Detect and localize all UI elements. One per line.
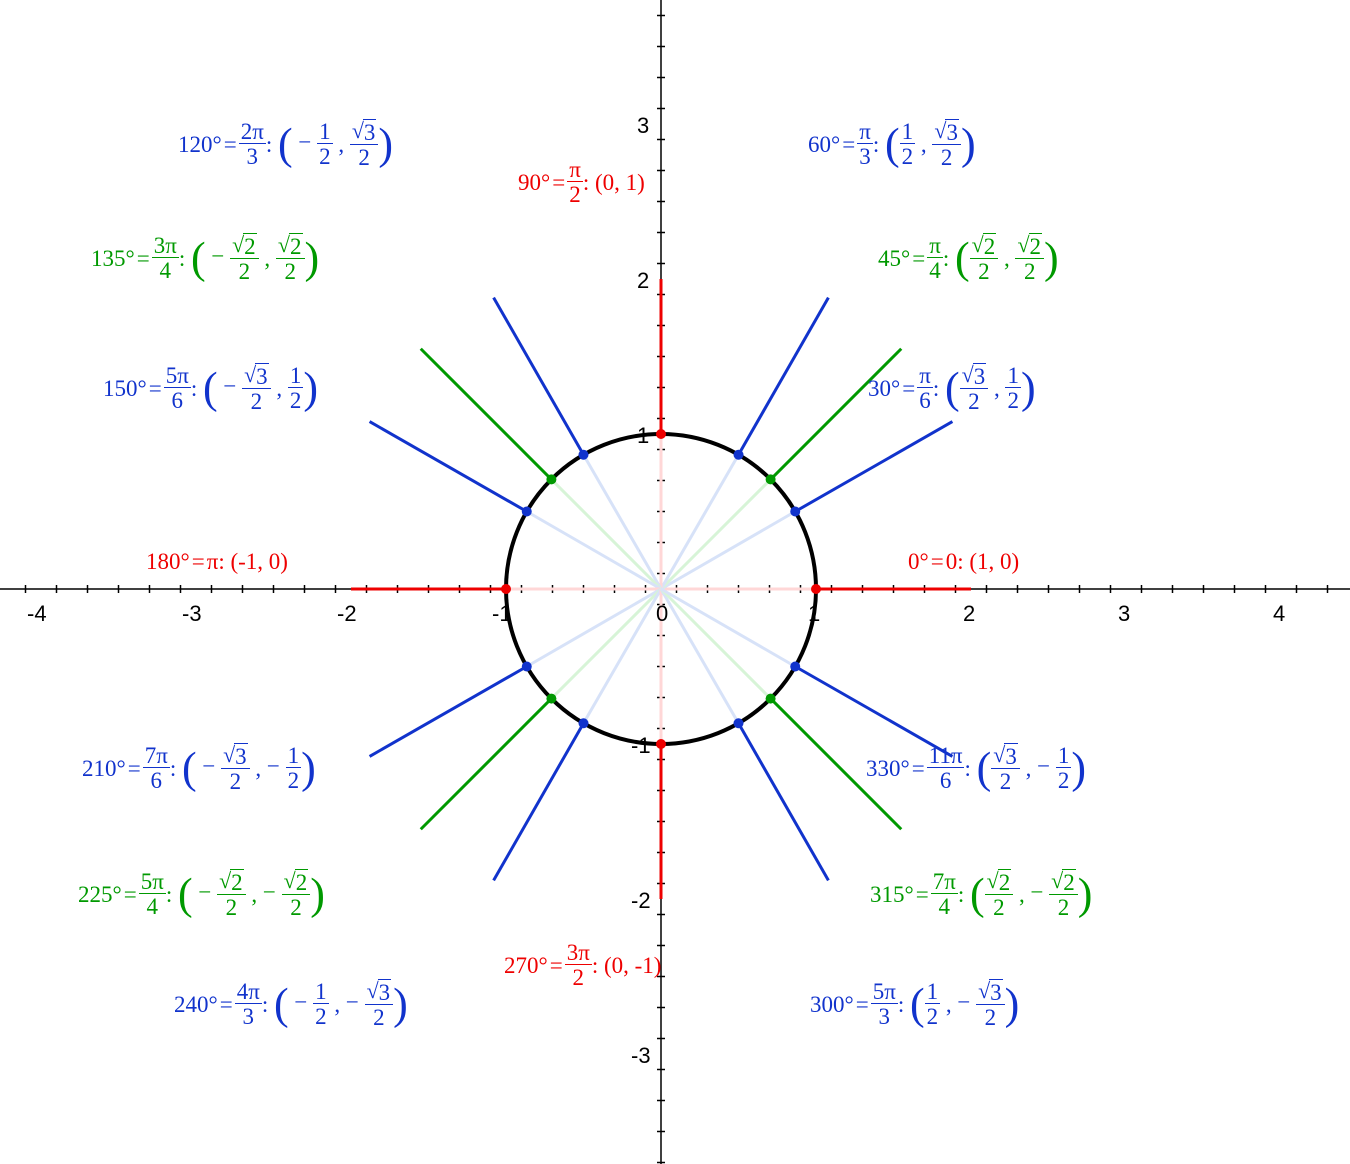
- x-tick-label: 3: [1118, 601, 1130, 627]
- y-tick-label: -2: [631, 888, 651, 914]
- y-tick-label: -1: [631, 733, 651, 759]
- y-tick-label: 1: [637, 423, 649, 449]
- angle-label-120: 120°=2π3: ( − 12 , 32): [178, 118, 393, 171]
- angle-label-210: 210°=7π6: ( − 32 , − 12): [82, 742, 316, 795]
- angle-label-315: 315°=7π4: (22 , − 22): [870, 868, 1092, 921]
- angle-label-60: 60°=π3: (12 , 32): [808, 118, 976, 171]
- angle-label-330: 330°=11π6: (32 , − 12): [866, 742, 1086, 795]
- y-tick-label: 3: [637, 113, 649, 139]
- angle-label-300: 300°=5π3: (12 , − 32): [810, 978, 1019, 1031]
- x-tick-label: 2: [963, 601, 975, 627]
- angle-label-30: 30°=π6: (32 , 12): [868, 362, 1036, 415]
- angle-label-150: 150°=5π6: ( − 32 , 12): [103, 362, 318, 415]
- x-tick-label: -3: [182, 601, 202, 627]
- y-tick-label: 2: [637, 268, 649, 294]
- angle-label-0: 0°=0: (1, 0): [908, 548, 1019, 573]
- x-tick-label: 1: [808, 601, 820, 627]
- angle-label-270: 270°=3π2: (0, -1): [504, 941, 661, 990]
- angle-label-135: 135°=3π4: ( − 22 , 22): [91, 232, 319, 285]
- angle-label-45: 45°=π4: (22 , 22): [878, 232, 1059, 285]
- angle-label-90: 90°=π2: (0, 1): [518, 158, 645, 207]
- x-tick-label: -4: [27, 601, 47, 627]
- x-tick-label: -1: [492, 601, 512, 627]
- x-tick-label: 4: [1273, 601, 1285, 627]
- angle-label-225: 225°=5π4: ( − 22 , − 22): [78, 868, 325, 921]
- angle-label-240: 240°=4π3: ( − 12 , − 32): [174, 978, 408, 1031]
- angle-label-180: 180°=π: (-1, 0): [146, 548, 288, 573]
- y-tick-label: -3: [631, 1043, 651, 1069]
- x-tick-label: -2: [337, 601, 357, 627]
- x-tick-label: 0: [656, 601, 668, 627]
